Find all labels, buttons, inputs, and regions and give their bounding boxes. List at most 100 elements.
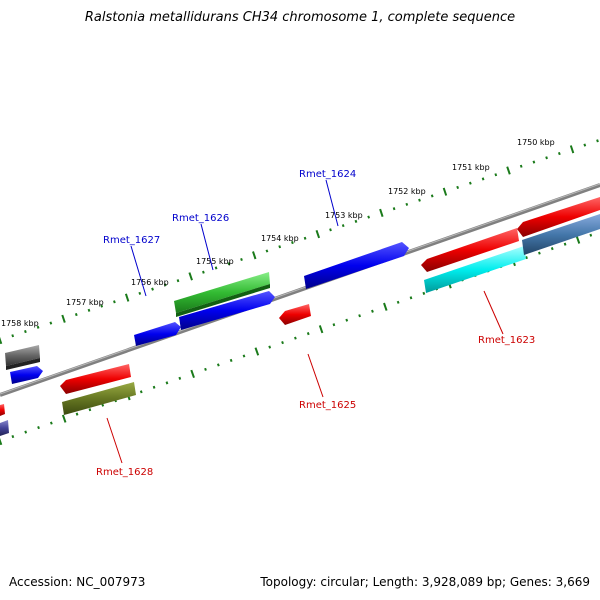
upper-ruler-minor-tick <box>303 236 307 240</box>
gene-label-rmet-1626: Rmet_1626 <box>172 213 229 224</box>
scale-label-1753: 1753 kbp <box>325 211 363 220</box>
upper-ruler-minor-tick <box>163 283 167 287</box>
upper-ruler-minor-tick <box>494 173 498 177</box>
upper-ruler-major-tick <box>188 272 193 281</box>
chromosome-backbone <box>0 183 600 397</box>
upper-ruler-minor-tick <box>329 228 332 232</box>
upper-ruler-minor-tick <box>583 143 587 147</box>
upper-scale-ruler <box>0 139 599 345</box>
lower-ruler-minor-tick <box>152 385 156 389</box>
lower-ruler-minor-tick <box>563 242 567 246</box>
upper-ruler-minor-tick <box>405 202 409 206</box>
scale-label-1751: 1751 kbp <box>452 163 490 172</box>
lower-ruler-major-tick <box>575 235 581 244</box>
gene-blue-long[interactable] <box>179 291 275 330</box>
upper-ruler-major-tick <box>315 229 321 239</box>
upper-ruler-minor-tick <box>36 325 40 329</box>
lower-ruler-minor-tick <box>281 341 284 345</box>
upper-ruler-minor-tick <box>392 207 396 211</box>
upper-ruler-minor-tick <box>456 185 460 190</box>
upper-ruler-minor-tick <box>214 266 218 270</box>
lower-ruler-minor-tick <box>538 251 541 255</box>
upper-ruler-major-tick <box>124 293 130 302</box>
lower-ruler-major-tick <box>190 369 195 379</box>
scale-labels: 1750 kbp 1751 kbp 1752 kbp 1753 kbp 1754… <box>1 138 555 328</box>
lower-ruler-major-tick <box>318 325 324 334</box>
lower-ruler-major-tick <box>254 347 260 356</box>
lower-ruler-minor-tick <box>178 376 182 380</box>
upper-ruler-minor-tick <box>265 249 269 253</box>
lower-ruler-minor-tick <box>216 363 220 367</box>
scale-label-1757: 1757 kbp <box>66 298 104 307</box>
upper-ruler-minor-tick <box>11 334 15 338</box>
upper-ruler-major-tick <box>442 187 448 196</box>
gene-rmet-1624[interactable] <box>304 242 409 289</box>
accession-text: Accession: NC_007973 <box>9 575 146 589</box>
lower-ruler-minor-tick <box>371 309 374 313</box>
gene-rmet-1627[interactable] <box>134 322 181 346</box>
upper-ruler-minor-tick <box>418 198 421 202</box>
upper-ruler-minor-tick <box>278 245 282 249</box>
upper-ruler-minor-tick <box>354 219 358 223</box>
upper-ruler-minor-tick <box>74 312 78 317</box>
upper-ruler-minor-tick <box>227 262 231 266</box>
upper-ruler-minor-tick <box>596 139 599 143</box>
gene-label-rmet-1627: Rmet_1627 <box>103 235 160 246</box>
upper-ruler-minor-tick <box>87 308 91 312</box>
gene-rmet-1628[interactable] <box>60 364 131 394</box>
lower-ruler-minor-tick <box>525 256 528 260</box>
gene-cyan[interactable] <box>424 246 526 293</box>
lower-ruler-minor-tick <box>204 367 207 371</box>
gene-label-rmet-1628: Rmet_1628 <box>96 467 153 478</box>
upper-ruler-major-tick <box>61 314 66 323</box>
lower-ruler-minor-tick <box>11 434 15 439</box>
lower-ruler-minor-tick <box>268 345 272 349</box>
upper-ruler-minor-tick <box>113 300 116 304</box>
upper-ruler-minor-tick <box>545 156 548 160</box>
gene-gray[interactable] <box>5 345 40 370</box>
gene-red-edge[interactable] <box>0 404 5 416</box>
upper-ruler-major-tick <box>506 166 511 175</box>
upper-ruler-major-tick <box>0 336 3 345</box>
lower-ruler-minor-tick <box>229 358 233 363</box>
upper-ruler-major-tick <box>379 208 384 218</box>
lower-ruler-minor-tick <box>332 323 336 327</box>
upper-ruler-minor-tick <box>557 151 561 156</box>
gene-navy-edge[interactable] <box>0 420 9 436</box>
gene-rmet-1625[interactable] <box>279 304 311 325</box>
upper-ruler-minor-tick <box>468 181 472 185</box>
gene-steel[interactable] <box>522 214 600 255</box>
gene-blue-small[interactable] <box>10 366 43 384</box>
upper-ruler-minor-tick <box>151 287 154 291</box>
scale-label-1755: 1755 kbp <box>196 257 234 266</box>
reverse-genes <box>0 197 600 436</box>
lower-ruler-minor-tick <box>139 390 143 394</box>
lower-ruler-minor-tick <box>88 408 92 412</box>
lower-ruler-minor-tick <box>422 291 426 295</box>
upper-ruler-minor-tick <box>291 240 294 245</box>
gene-green[interactable] <box>174 272 270 317</box>
upper-ruler-minor-tick <box>519 164 523 168</box>
chromosome-backbone-highlight <box>0 183 600 395</box>
gene-rmet-1623[interactable] <box>421 228 519 272</box>
gene-red-right[interactable] <box>517 197 600 237</box>
upper-ruler-minor-tick <box>481 177 485 181</box>
lower-ruler-major-tick <box>0 437 3 446</box>
lower-ruler-minor-tick <box>550 247 554 251</box>
upper-ruler-minor-tick <box>49 321 53 325</box>
lower-ruler-minor-tick <box>37 426 40 430</box>
lower-ruler-minor-tick <box>165 381 169 385</box>
upper-ruler-minor-tick <box>430 194 434 198</box>
gene-olive[interactable] <box>62 382 136 415</box>
lower-ruler-minor-tick <box>75 412 79 416</box>
genome-summary-text: Topology: circular; Length: 3,928,089 bp… <box>260 575 590 589</box>
lower-ruler-minor-tick <box>589 233 593 237</box>
lower-ruler-minor-tick <box>358 314 361 318</box>
scale-label-1758: 1758 kbp <box>1 319 39 328</box>
lower-ruler-major-tick <box>61 414 67 423</box>
lower-ruler-minor-tick <box>396 300 400 304</box>
lower-ruler-major-tick <box>383 302 388 311</box>
scale-label-1754: 1754 kbp <box>261 234 299 243</box>
map-title: Ralstonia metallidurans CH34 chromosome … <box>84 10 516 25</box>
